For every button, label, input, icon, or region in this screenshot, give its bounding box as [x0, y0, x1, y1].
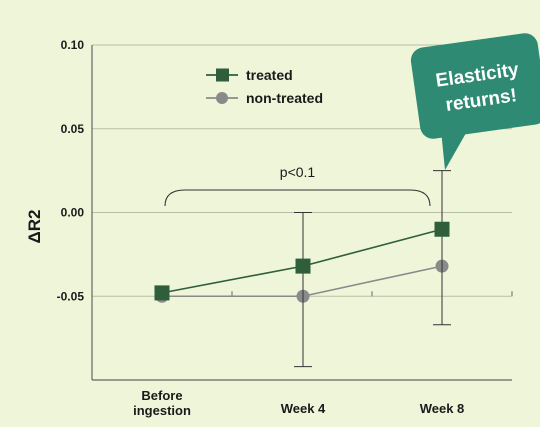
- legend-marker-square: [216, 68, 229, 82]
- axis-layer: 0.10 0.05 0.00 -0.05 ΔR2 Before ingestion Week …: [25, 38, 513, 418]
- x-tick-label: Before ingestion: [133, 388, 191, 418]
- legend-label: non-treated: [246, 90, 323, 106]
- y-tick-label: 0.00: [61, 206, 85, 220]
- y-tick-label: 0.05: [61, 122, 85, 136]
- series-layer: [154, 170, 451, 368]
- y-tick-label: -0.05: [57, 289, 85, 303]
- legend-marker-circle: [216, 92, 228, 104]
- badge-shape: [410, 33, 540, 139]
- data-point-treated: [295, 258, 311, 274]
- x-tick-label-line: Week 8: [420, 401, 465, 416]
- data-point-treated: [154, 285, 170, 301]
- x-tick-label-line: Before: [141, 388, 182, 403]
- p-value-label: p<0.1: [280, 164, 316, 180]
- y-axis-label: ΔR2: [25, 210, 44, 244]
- x-tick-label-line: ingestion: [133, 403, 191, 418]
- data-point-treated: [434, 221, 450, 237]
- p-value-bracket: p<0.1: [164, 164, 431, 207]
- x-tick-label-line: Week 4: [281, 401, 326, 416]
- x-tick-label: Week 4: [281, 401, 326, 416]
- legend: treated non-treated: [206, 67, 323, 106]
- x-tick-label: Week 8: [420, 401, 465, 416]
- y-tick-label: 0.10: [61, 38, 85, 52]
- bracket-line: [164, 189, 431, 207]
- callout-badge: Elasticity returns!: [410, 33, 540, 170]
- legend-label: treated: [246, 67, 293, 83]
